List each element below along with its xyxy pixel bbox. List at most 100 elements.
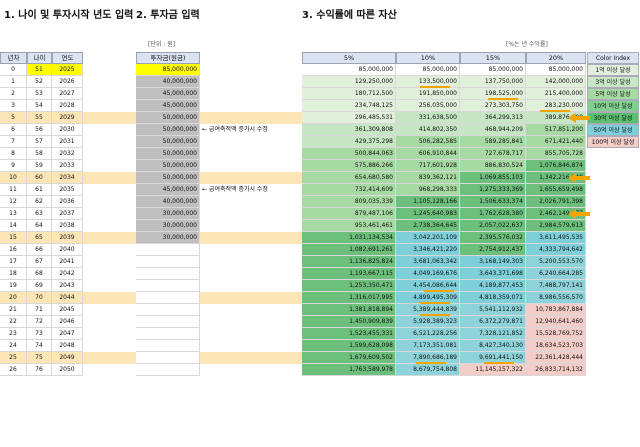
cell-age[interactable]: 71 <box>27 304 52 316</box>
cell-year[interactable]: 2030 <box>52 124 83 136</box>
cell-year[interactable]: 2038 <box>52 220 83 232</box>
cell-rate-5: 1,450,909,839 <box>302 316 396 328</box>
cell-investment[interactable]: 45,000,000 <box>136 88 200 100</box>
cell-year[interactable]: 2044 <box>52 292 83 304</box>
cell-age[interactable]: 75 <box>27 352 52 364</box>
cell-year[interactable]: 2047 <box>52 328 83 340</box>
cell-age[interactable]: 76 <box>27 364 52 376</box>
cell-investment[interactable]: 45,000,000 <box>136 100 200 112</box>
cell-age[interactable]: 57 <box>27 136 52 148</box>
cell-age[interactable]: 52 <box>27 76 52 88</box>
cell-age[interactable]: 66 <box>27 244 52 256</box>
cell-investment[interactable] <box>136 268 200 280</box>
cell-year[interactable]: 2050 <box>52 364 83 376</box>
cell-year[interactable]: 2042 <box>52 268 83 280</box>
cell-year[interactable]: 2026 <box>52 76 83 88</box>
cell-age[interactable]: 62 <box>27 196 52 208</box>
cell-investment[interactable]: 40,000,000 <box>136 196 200 208</box>
cell-investment[interactable]: 50,000,000 <box>136 124 200 136</box>
cell-rate-20: 7,488,797,141 <box>526 280 586 292</box>
cell-year[interactable]: 2037 <box>52 208 83 220</box>
header-rate-20: 20% <box>526 52 586 64</box>
cell-year-no: 19 <box>0 280 27 292</box>
arrow-icon <box>576 212 590 216</box>
cell-age[interactable]: 70 <box>27 292 52 304</box>
cell-age[interactable]: 51 <box>27 64 52 76</box>
cell-investment[interactable]: 30,000,000 <box>136 208 200 220</box>
cell-year[interactable]: 2034 <box>52 172 83 184</box>
cell-age[interactable]: 58 <box>27 148 52 160</box>
unit-label: [단위 : 원] <box>148 41 176 48</box>
cell-age[interactable]: 53 <box>27 88 52 100</box>
cell-year-no: 16 <box>0 244 27 256</box>
cell-investment[interactable]: 40,000,000 <box>136 76 200 88</box>
cell-year[interactable]: 2043 <box>52 280 83 292</box>
cell-age[interactable]: 63 <box>27 208 52 220</box>
cell-rate-5: 809,035,339 <box>302 196 396 208</box>
cell-year[interactable]: 2025 <box>52 64 83 76</box>
cell-investment[interactable] <box>136 328 200 340</box>
legend-item: 100억 이상 달성 <box>587 136 639 148</box>
highlight-underline <box>420 302 450 304</box>
cell-investment[interactable] <box>136 304 200 316</box>
cell-investment[interactable] <box>136 316 200 328</box>
cell-year[interactable]: 2039 <box>52 232 83 244</box>
cell-year[interactable]: 2040 <box>52 244 83 256</box>
cell-year[interactable]: 2036 <box>52 196 83 208</box>
cell-age[interactable]: 64 <box>27 220 52 232</box>
cell-year[interactable]: 2032 <box>52 148 83 160</box>
cell-investment[interactable]: 85,000,000 <box>136 64 200 76</box>
cell-year[interactable]: 2033 <box>52 160 83 172</box>
cell-investment[interactable] <box>136 280 200 292</box>
arrow-icon <box>568 209 576 219</box>
cell-age[interactable]: 55 <box>27 112 52 124</box>
cell-age[interactable]: 73 <box>27 328 52 340</box>
cell-investment[interactable] <box>136 292 200 304</box>
cell-age[interactable]: 56 <box>27 124 52 136</box>
cell-investment[interactable]: 50,000,000 <box>136 112 200 124</box>
cell-year[interactable]: 2049 <box>52 352 83 364</box>
cell-investment[interactable]: 50,000,000 <box>136 136 200 148</box>
cell-age[interactable]: 72 <box>27 316 52 328</box>
cell-investment[interactable] <box>136 352 200 364</box>
cell-age[interactable]: 61 <box>27 184 52 196</box>
cell-investment[interactable] <box>136 364 200 376</box>
cell-investment[interactable] <box>136 244 200 256</box>
cell-investment[interactable]: 30,000,000 <box>136 220 200 232</box>
cell-rate-10: 506,282,585 <box>396 136 460 148</box>
cell-age[interactable]: 74 <box>27 340 52 352</box>
cell-year[interactable]: 2045 <box>52 304 83 316</box>
highlight-underline <box>420 86 450 88</box>
cell-year[interactable]: 2031 <box>52 136 83 148</box>
cell-investment[interactable]: 50,000,000 <box>136 160 200 172</box>
cell-age[interactable]: 60 <box>27 172 52 184</box>
cell-age[interactable]: 65 <box>27 232 52 244</box>
cell-age[interactable]: 68 <box>27 268 52 280</box>
cell-year-no: 2 <box>0 88 27 100</box>
cell-year[interactable]: 2027 <box>52 88 83 100</box>
cell-age[interactable]: 69 <box>27 280 52 292</box>
cell-rate-20: 517,851,200 <box>526 124 586 136</box>
cell-rate-10: 3,042,201,109 <box>396 232 460 244</box>
cell-investment[interactable] <box>136 340 200 352</box>
cell-rate-5: 1,523,455,331 <box>302 328 396 340</box>
cell-age[interactable]: 54 <box>27 100 52 112</box>
cell-investment[interactable] <box>136 256 200 268</box>
cell-year-no: 17 <box>0 256 27 268</box>
cell-year[interactable]: 2046 <box>52 316 83 328</box>
cell-rate-5: 575,886,266 <box>302 160 396 172</box>
cell-investment[interactable]: 50,000,000 <box>136 148 200 160</box>
cell-year[interactable]: 2028 <box>52 100 83 112</box>
cell-investment[interactable]: 45,000,000 <box>136 184 200 196</box>
cell-rate-15: 364,299,313 <box>460 112 526 124</box>
cell-year[interactable]: 2029 <box>52 112 83 124</box>
cell-year-no: 20 <box>0 292 27 304</box>
cell-age[interactable]: 67 <box>27 256 52 268</box>
cell-year[interactable]: 2048 <box>52 340 83 352</box>
cell-year[interactable]: 2041 <box>52 256 83 268</box>
cell-investment[interactable]: 30,000,000 <box>136 232 200 244</box>
cell-rate-20: 8,986,556,570 <box>526 292 586 304</box>
cell-year[interactable]: 2035 <box>52 184 83 196</box>
cell-investment[interactable]: 50,000,000 <box>136 172 200 184</box>
cell-age[interactable]: 59 <box>27 160 52 172</box>
